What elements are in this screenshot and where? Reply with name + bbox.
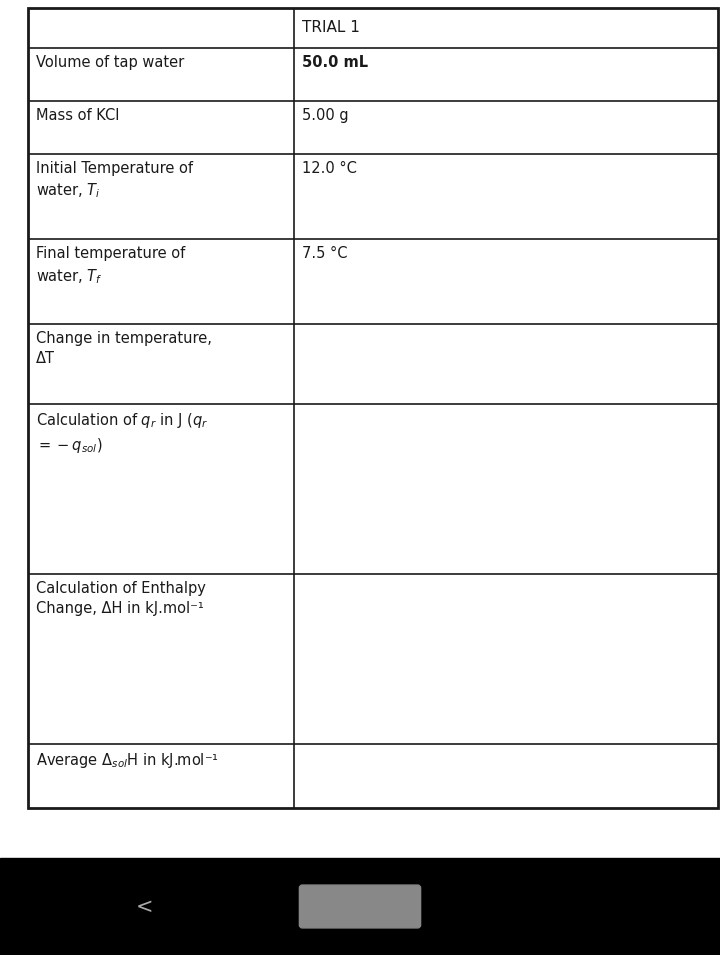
Text: Calculation of Enthalpy
Change, ΔH in kJ.mol⁻¹: Calculation of Enthalpy Change, ΔH in kJ…: [36, 581, 206, 616]
Text: Final temperature of
water, $T_f$: Final temperature of water, $T_f$: [36, 246, 185, 286]
Polygon shape: [0, 858, 720, 955]
Text: 12.0 °C: 12.0 °C: [302, 161, 356, 176]
Text: 5.00 g: 5.00 g: [302, 108, 348, 123]
Text: 50.0 mL: 50.0 mL: [302, 54, 368, 70]
Text: Volume of tap water: Volume of tap water: [36, 54, 184, 70]
Text: Mass of KCl: Mass of KCl: [36, 108, 120, 123]
Text: Average Δ$_{sol}$H in kJ.mol⁻¹: Average Δ$_{sol}$H in kJ.mol⁻¹: [36, 752, 219, 771]
FancyBboxPatch shape: [300, 885, 420, 928]
Text: 7.5 °C: 7.5 °C: [302, 246, 347, 262]
Text: Initial Temperature of
water, $T_i$: Initial Temperature of water, $T_i$: [36, 161, 193, 201]
Text: <: <: [135, 897, 153, 917]
Text: Calculation of $q_r$ in J ($q_r$
$= -q_{sol}$): Calculation of $q_r$ in J ($q_r$ $= -q_{…: [36, 411, 208, 455]
Text: Change in temperature,
ΔT: Change in temperature, ΔT: [36, 331, 212, 366]
Text: TRIAL 1: TRIAL 1: [302, 20, 359, 35]
